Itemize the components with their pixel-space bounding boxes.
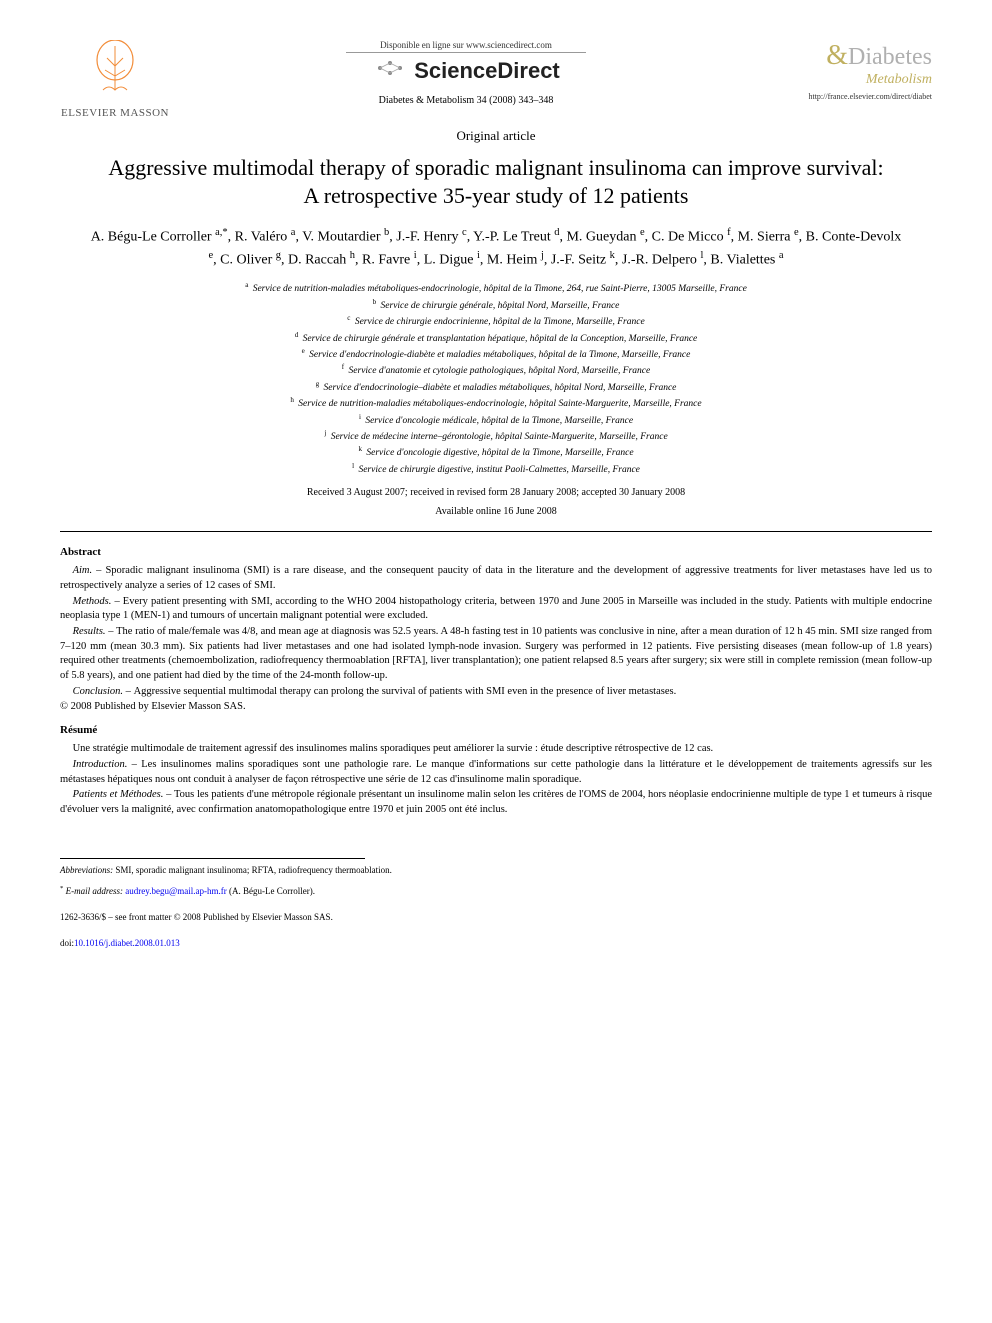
journal-word-diabetes: Diabetes — [848, 44, 932, 70]
corresponding-email-link[interactable]: audrey.begu@mail.ap-hm.fr — [125, 886, 226, 896]
affiliation-line: a Service de nutrition-maladies métaboli… — [80, 280, 912, 296]
resume-body: Une stratégie multimodale de traitement … — [60, 742, 932, 817]
affiliation-line: d Service de chirurgie générale et trans… — [80, 330, 912, 346]
resume-intro-fr: Une stratégie multimodale de traitement … — [60, 742, 932, 757]
email-paren: (A. Bégu-Le Corroller). — [227, 886, 315, 896]
footer-email-line: * E-mail address: audrey.begu@mail.ap-hm… — [60, 885, 932, 896]
doi-link[interactable]: 10.1016/j.diabet.2008.01.013 — [74, 938, 180, 948]
corresponding-asterisk-icon: * — [60, 885, 63, 892]
sciencedirect-logo: ScienceDirect — [414, 58, 560, 84]
methods-label: Methods. – — [73, 596, 123, 607]
patients-text-fr: Tous les patients d'une métropole région… — [60, 789, 932, 815]
methods-text: Every patient presenting with SMI, accor… — [60, 596, 932, 622]
sd-atoms-icon — [372, 57, 408, 85]
journal-title-graphic: &Diabetes Metabolism — [762, 40, 932, 88]
elsevier-tree-icon — [60, 40, 170, 107]
aim-text: Sporadic malignant insulinoma (SMI) is a… — [60, 565, 932, 591]
sciencedirect-block: Disponible en ligne sur www.sciencedirec… — [170, 40, 762, 106]
footer-doi: doi:10.1016/j.diabet.2008.01.013 — [60, 938, 932, 948]
footer-abbreviations: Abbreviations: SMI, sporadic malignant i… — [60, 865, 932, 875]
abstract-conclusion: Conclusion. – Aggressive sequential mult… — [60, 685, 932, 700]
intro-text-fr: Les insulinomes malins sporadiques sont … — [60, 759, 932, 785]
publisher-logo: ELSEVIER MASSON — [60, 40, 170, 120]
abstract-body: Aim. – Sporadic malignant insulinoma (SM… — [60, 564, 932, 699]
authors-list: A. Bégu-Le Corroller a,*, R. Valéro a, V… — [90, 225, 902, 270]
footer-front-matter: 1262-3636/$ – see front matter © 2008 Pu… — [60, 912, 932, 922]
affiliation-line: g Service d'endocrinologie–diabète et ma… — [80, 379, 912, 395]
abstract-aim: Aim. – Sporadic malignant insulinoma (SM… — [60, 564, 932, 593]
journal-word-metabolism: Metabolism — [866, 72, 932, 87]
abstract-methods: Methods. – Every patient presenting with… — [60, 595, 932, 624]
journal-url: http://france.elsevier.com/direct/diabet — [762, 92, 932, 101]
article-type: Original article — [60, 128, 932, 144]
article-title: Aggressive multimodal therapy of sporadi… — [100, 154, 892, 211]
conclusion-text: Aggressive sequential multimodal therapy… — [134, 686, 677, 697]
intro-label-fr: Introduction. – — [73, 759, 142, 770]
ampersand-icon: & — [826, 40, 848, 71]
doi-prefix: doi: — [60, 938, 74, 948]
resume-patients: Patients et Méthodes. – Tous les patient… — [60, 788, 932, 817]
resume-heading: Résumé — [60, 724, 932, 736]
affiliation-line: j Service de médecine interne–gérontolog… — [80, 428, 912, 444]
abbrev-label: Abbreviations: — [60, 865, 113, 875]
affiliation-line: i Service d'oncologie médicale, hôpital … — [80, 412, 912, 428]
conclusion-label: Conclusion. – — [73, 686, 134, 697]
abstract-results: Results. – The ratio of male/female was … — [60, 625, 932, 684]
journal-citation: Diabetes & Metabolism 34 (2008) 343–348 — [170, 95, 762, 106]
patients-label-fr: Patients et Méthodes. – — [73, 789, 174, 800]
publisher-name: ELSEVIER MASSON — [60, 107, 170, 120]
abstract-heading: Abstract — [60, 546, 932, 558]
affiliation-line: c Service de chirurgie endocrinienne, hô… — [80, 313, 912, 329]
affiliations-list: a Service de nutrition-maladies métaboli… — [80, 280, 912, 477]
sd-logo-row: ScienceDirect — [170, 57, 762, 85]
affiliation-line: f Service d'anatomie et cytologie pathol… — [80, 362, 912, 378]
divider-top — [60, 531, 932, 532]
copyright-line: © 2008 Published by Elsevier Masson SAS. — [60, 701, 932, 712]
results-text: The ratio of male/female was 4/8, and me… — [60, 626, 932, 681]
sd-tagline: Disponible en ligne sur www.sciencedirec… — [170, 40, 762, 50]
resume-introduction: Introduction. – Les insulinomes malins s… — [60, 758, 932, 787]
journal-logo-block: &Diabetes Metabolism http://france.elsev… — [762, 40, 932, 101]
header-row: ELSEVIER MASSON Disponible en ligne sur … — [60, 40, 932, 120]
affiliation-line: b Service de chirurgie générale, hôpital… — [80, 297, 912, 313]
affiliation-line: k Service d'oncologie digestive, hôpital… — [80, 444, 912, 460]
affiliation-line: l Service de chirurgie digestive, instit… — [80, 461, 912, 477]
footer-rule — [60, 858, 365, 865]
results-label: Results. – — [73, 626, 117, 637]
affiliation-line: e Service d'endocrinologie-diabète et ma… — [80, 346, 912, 362]
email-label: E-mail address: — [66, 886, 123, 896]
aim-label: Aim. – — [73, 565, 106, 576]
affiliation-line: h Service de nutrition-maladies métaboli… — [80, 395, 912, 411]
received-dates: Received 3 August 2007; received in revi… — [60, 487, 932, 498]
available-online-date: Available online 16 June 2008 — [60, 506, 932, 517]
abbrev-text: SMI, sporadic malignant insulinoma; RFTA… — [113, 865, 392, 875]
